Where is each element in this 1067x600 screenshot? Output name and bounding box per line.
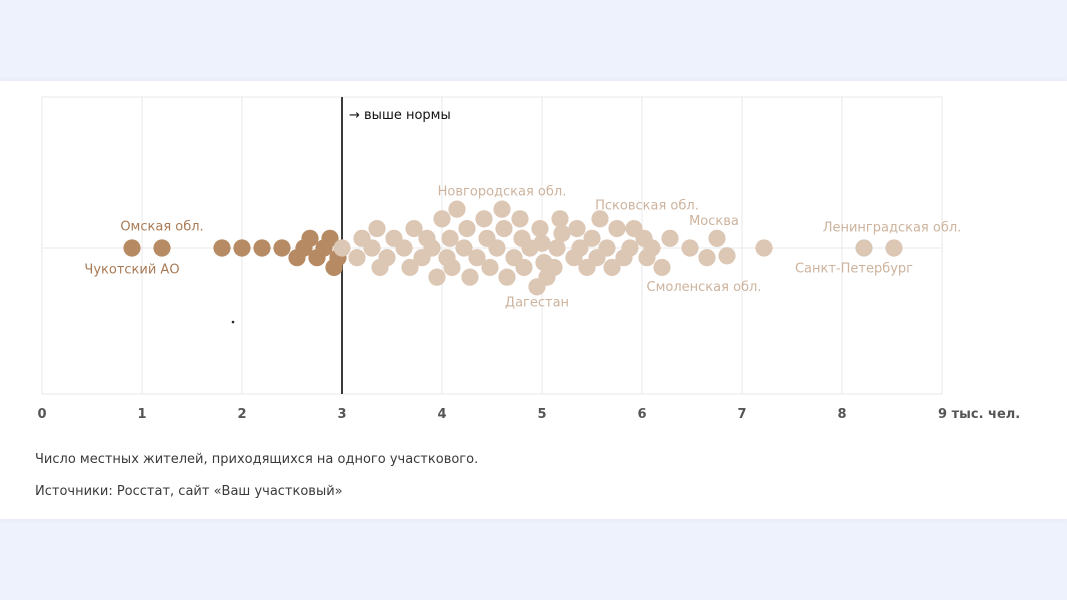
data-point	[498, 268, 516, 286]
point-label: Псковская обл.	[595, 198, 699, 213]
data-point	[481, 258, 499, 277]
data-point	[495, 219, 513, 238]
data-point	[458, 219, 476, 238]
data-point	[455, 239, 473, 257]
data-point	[153, 239, 171, 257]
data-point	[493, 200, 511, 218]
data-point	[123, 239, 141, 257]
data-point	[591, 210, 609, 228]
data-point	[475, 210, 493, 228]
data-point	[441, 229, 459, 247]
data-point	[401, 258, 419, 277]
data-point	[348, 249, 366, 267]
data-point	[515, 258, 533, 277]
data-point	[433, 210, 451, 228]
data-point	[571, 239, 589, 257]
tick-label: 7	[737, 407, 746, 422]
point-label: Санкт-Петербург	[795, 261, 913, 276]
data-point	[653, 258, 671, 277]
data-point	[423, 239, 441, 257]
data-point	[545, 258, 563, 277]
chart-note: Число местных жителей, приходящихся на о…	[35, 452, 479, 467]
data-point	[378, 249, 396, 267]
data-point	[321, 229, 339, 247]
data-point	[603, 258, 621, 277]
data-points	[123, 200, 903, 296]
point-label: Москва	[689, 214, 739, 229]
point-label: Смоленская обл.	[647, 280, 762, 295]
data-point	[233, 239, 251, 257]
point-label: Ленинградская обл.	[823, 221, 962, 236]
data-point	[553, 224, 571, 243]
data-point	[621, 239, 639, 257]
beeswarm-chart: → выше нормы Омская обл. Чукотский АО Новг…	[37, 96, 1020, 422]
point-labels: Омская обл. Чукотский АО Новгородская обл.…	[84, 185, 961, 311]
tick-label: 8	[837, 407, 846, 422]
threshold-label: → выше нормы	[349, 108, 451, 123]
data-point	[661, 229, 679, 247]
data-point	[718, 247, 736, 265]
data-point	[568, 219, 586, 238]
data-point	[213, 239, 231, 257]
data-point	[551, 210, 569, 228]
data-point	[395, 239, 413, 257]
data-point	[448, 200, 466, 218]
tick-label: 2	[237, 407, 246, 422]
tick-label: 1	[137, 407, 146, 422]
data-point	[443, 258, 461, 277]
chart-card: → выше нормы Омская обл. Чукотский АО Новг…	[0, 81, 1067, 519]
point-label: Чукотский АО	[84, 262, 179, 277]
tick-label: 4	[437, 407, 446, 422]
data-point	[755, 239, 773, 257]
data-point	[333, 239, 351, 257]
chart-source: Источники: Росстат, сайт «Ваш участковый…	[35, 484, 343, 499]
data-point	[253, 239, 271, 257]
data-point	[405, 219, 423, 238]
stray-dot	[231, 320, 235, 324]
data-point	[428, 268, 446, 286]
tick-label: 6	[637, 407, 646, 422]
point-label: Омская обл.	[120, 220, 203, 235]
data-point	[461, 268, 479, 286]
point-label: Новгородская обл.	[438, 185, 567, 200]
tick-label: 3	[337, 407, 346, 422]
point-label: Дагестан	[505, 295, 569, 310]
data-point	[681, 239, 699, 257]
data-point	[708, 229, 726, 247]
tick-label: 0	[37, 407, 46, 422]
data-point	[488, 239, 506, 257]
tick-label: 5	[537, 407, 546, 422]
data-point	[363, 239, 381, 257]
data-point	[608, 219, 626, 238]
data-point	[533, 234, 551, 252]
data-point	[885, 239, 903, 257]
data-point	[548, 239, 566, 257]
data-point	[855, 239, 873, 257]
data-point	[301, 229, 319, 247]
data-point	[531, 219, 549, 238]
plot-frame	[41, 96, 943, 395]
data-point	[698, 249, 716, 267]
x-axis-ticks: 0 1 2 3 4 5 6 7 8 9 тыс. чел.	[37, 407, 1020, 422]
data-point	[643, 239, 661, 257]
data-point	[598, 239, 616, 257]
tick-label: 9 тыс. чел.	[938, 407, 1020, 422]
data-point	[273, 239, 291, 257]
data-point	[468, 249, 486, 267]
data-point	[583, 229, 601, 247]
data-point	[368, 219, 386, 238]
data-point	[511, 210, 529, 228]
